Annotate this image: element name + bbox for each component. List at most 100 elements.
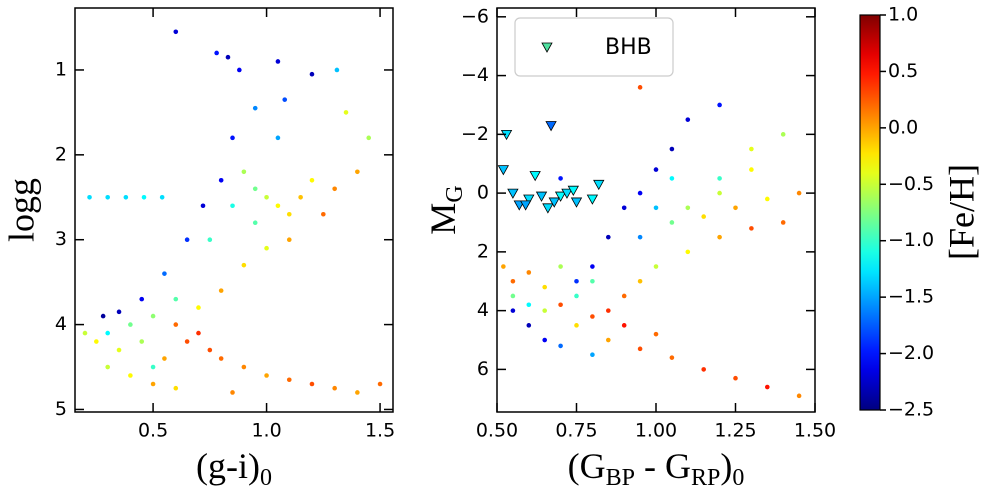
star-point (123, 194, 129, 200)
star-point (162, 356, 167, 361)
colorbar-tick-label: −0.5 (888, 173, 934, 195)
y-tick-label: −4 (461, 64, 489, 86)
star-point (574, 278, 579, 284)
star-point (717, 234, 722, 240)
x-tick-label: 0.5 (138, 420, 168, 442)
star-point (669, 355, 675, 360)
bhb-point (548, 197, 560, 208)
star-point (105, 364, 110, 370)
x-tick-label: 1.50 (794, 420, 836, 442)
star-point (637, 346, 643, 352)
star-point (241, 169, 247, 175)
star-point (765, 384, 770, 390)
star-point (701, 367, 706, 372)
star-point (343, 110, 349, 115)
star-point (252, 105, 258, 111)
star-point (286, 237, 292, 243)
star-point (765, 196, 770, 202)
star-point (196, 330, 201, 336)
star-point (510, 278, 516, 284)
legend-marker (541, 42, 553, 53)
star-point (286, 377, 292, 383)
star-point (241, 364, 247, 370)
star-point (196, 305, 201, 310)
star-point (332, 385, 337, 391)
star-point (653, 205, 659, 211)
star-point (218, 177, 224, 183)
label-text: - G (635, 446, 691, 486)
star-point (150, 381, 156, 387)
star-point (275, 203, 281, 209)
star-point (139, 296, 145, 302)
star-point (275, 135, 281, 141)
label-text: (g-i) (196, 446, 260, 486)
star-point (309, 381, 315, 387)
label-text: M (423, 203, 463, 235)
star-point (173, 296, 179, 302)
star-point (309, 71, 315, 77)
label-subscript: 0 (260, 465, 272, 491)
star-point (558, 302, 563, 308)
star-point (309, 177, 315, 183)
star-point (139, 339, 145, 344)
star-point (590, 278, 595, 284)
star-point (237, 67, 242, 73)
colorbar-tick-label: −1.0 (888, 229, 934, 251)
star-point (264, 373, 269, 378)
star-point (200, 203, 206, 209)
star-point (574, 293, 579, 299)
x-tick-label: 1.25 (714, 420, 756, 442)
bhb-point (497, 165, 510, 176)
star-point (218, 288, 224, 293)
star-point (355, 169, 360, 175)
star-point (128, 322, 133, 327)
star-point (717, 176, 722, 181)
star-point (733, 205, 738, 211)
plot-frame (74, 7, 394, 413)
star-point (526, 302, 532, 308)
bhb-point (545, 121, 557, 132)
star-point (637, 234, 643, 240)
star-point (749, 167, 754, 172)
star-point (606, 337, 611, 343)
star-point (332, 186, 337, 192)
colorbar-tick-label: −1.5 (888, 286, 934, 308)
x-axis-label: (g-i)0 (196, 446, 272, 490)
star-point (669, 176, 675, 181)
star-point (286, 211, 292, 217)
star-point (717, 102, 722, 108)
star-point (282, 97, 288, 102)
star-point (214, 50, 219, 56)
star-point (100, 313, 106, 319)
x-tick-label: 1.00 (635, 420, 677, 442)
star-point (207, 237, 213, 243)
star-point (173, 385, 179, 391)
star-point (510, 308, 516, 313)
bhb-point (593, 179, 605, 191)
star-point (207, 347, 213, 353)
label-subscript: G (442, 185, 468, 202)
star-point (606, 308, 611, 313)
y-tick-label: 3 (55, 228, 67, 250)
star-point (637, 190, 643, 196)
y-tick-label: 4 (477, 299, 489, 321)
star-point (796, 393, 802, 399)
star-point (749, 146, 754, 152)
star-point (82, 330, 88, 336)
y-tick-label: −2 (461, 123, 489, 145)
star-point (621, 323, 627, 328)
bhb-point (586, 194, 599, 205)
bhb-point (542, 203, 554, 214)
star-point (275, 59, 281, 64)
y-tick-label: 2 (55, 143, 67, 165)
star-point (733, 375, 738, 381)
star-point (590, 352, 595, 358)
star-point (116, 309, 122, 315)
legend-label: BHB (605, 35, 652, 60)
star-point (685, 117, 691, 122)
bhb-point (519, 200, 532, 211)
legend-box (514, 17, 674, 77)
y-axis-label: logg (1, 178, 41, 242)
star-point (796, 190, 802, 196)
x-tick-label: 0.75 (555, 420, 597, 442)
